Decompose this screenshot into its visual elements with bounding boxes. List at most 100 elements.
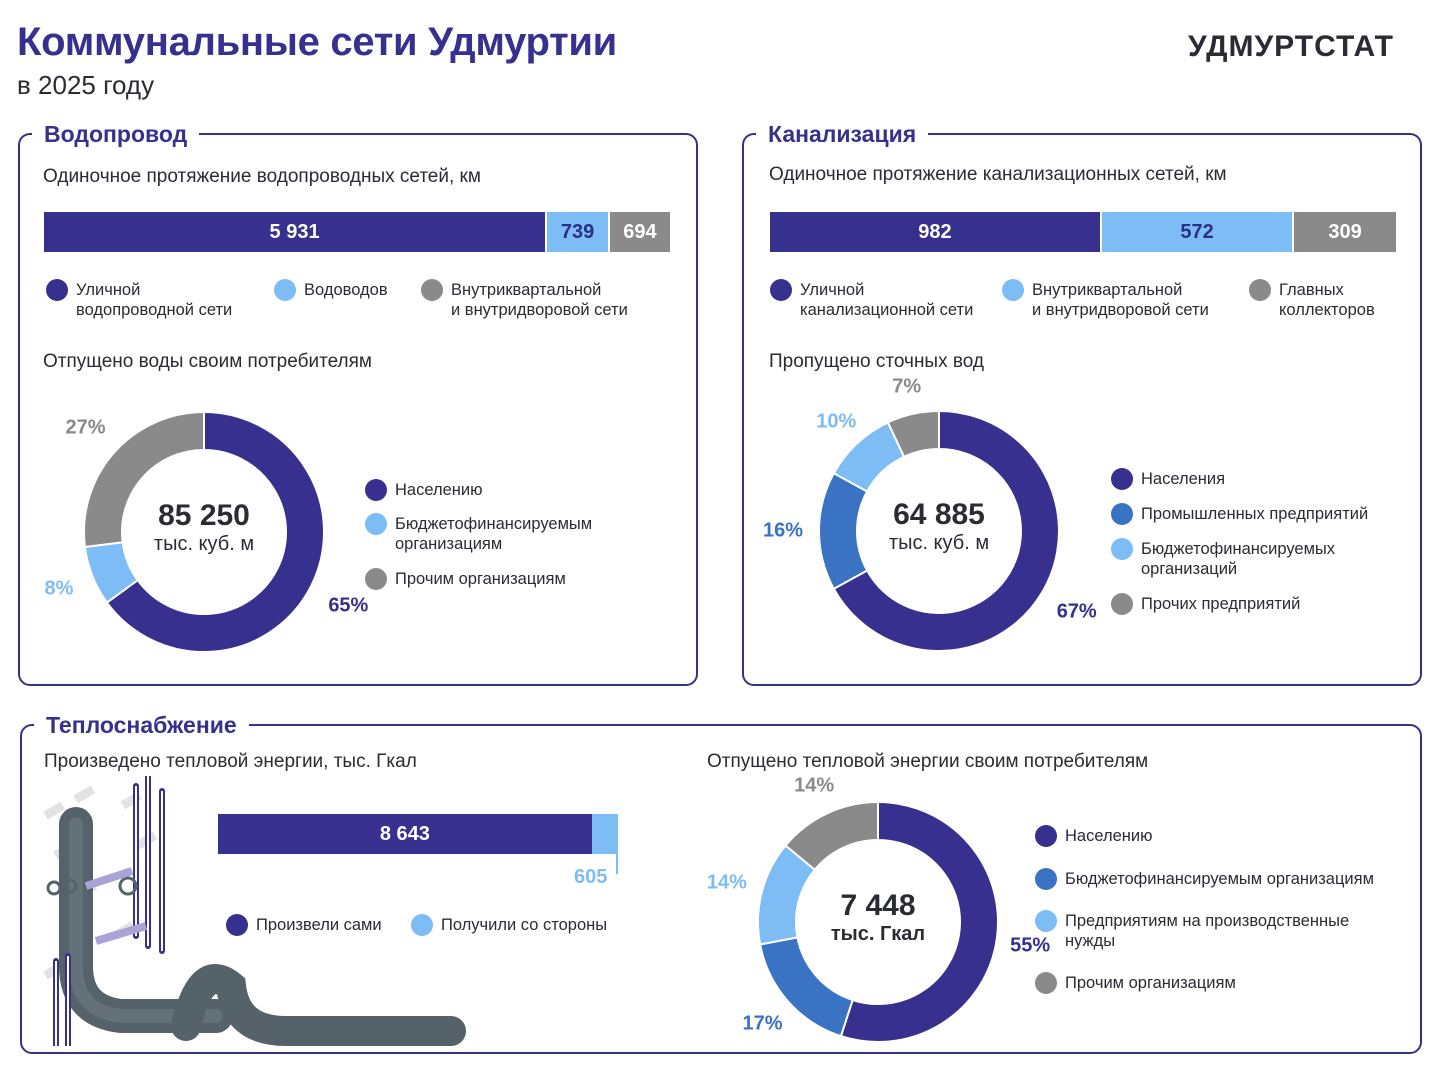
legend-label: Бюджетофинансируемых организаций	[1141, 540, 1336, 578]
legend-item: Прочим организациям	[365, 568, 566, 590]
legend-label: Населению	[1065, 827, 1153, 845]
legend-label: Уличной водопроводной сети	[76, 281, 233, 319]
bar-segment: 982	[770, 212, 1100, 252]
legend-item: Водоводов	[274, 279, 388, 301]
legend-dot-icon	[1111, 503, 1133, 525]
donut-percent-label: 10%	[816, 410, 857, 433]
legend-dot-icon	[770, 279, 792, 301]
legend-item: Промышленных предприятий	[1111, 503, 1369, 525]
legend-label: Бюджетофинансируемым организациям	[395, 515, 593, 553]
sewer-length-bar: 982 572 309	[770, 212, 1396, 252]
legend-label: Предприятиям на производственные нужды	[1065, 912, 1350, 950]
legend-dot-icon	[411, 914, 433, 936]
bar-segment: 572	[1099, 212, 1293, 252]
legend-item: Главных коллекторов	[1249, 279, 1375, 320]
legend-item: Бюджетофинансируемым организациям	[365, 513, 593, 554]
heat-donut-unit: тыс. Гкал	[830, 923, 926, 945]
donut-percent-label: 14%	[706, 871, 747, 894]
pipes-illustration-icon	[43, 776, 466, 1046]
legend-dot-icon	[1111, 593, 1133, 615]
sewer-donut-label: Пропущено сточных вод	[769, 351, 984, 372]
heat-bar-segment	[591, 814, 618, 854]
legend-item: Получили со стороны	[411, 914, 608, 936]
legend-item: Уличной водопроводной сети	[46, 279, 233, 320]
legend-label: Населению	[395, 481, 483, 499]
legend-label: Бюджетофинансируемым организациям	[1065, 870, 1374, 888]
donut-percent-label: 65%	[328, 594, 369, 617]
legend-label: Получили со стороны	[441, 916, 608, 934]
heat-produced-label: Произведено тепловой энергии, тыс. Гкал	[44, 751, 417, 772]
heat-bar-value: 605	[574, 866, 608, 888]
legend-label: Промышленных предприятий	[1141, 505, 1369, 523]
heat-panel-title: Теплоснабжение	[34, 710, 249, 740]
legend-dot-icon	[274, 279, 296, 301]
legend-dot-icon	[226, 914, 248, 936]
heat-donut-label: Отпущено тепловой энергии своим потребит…	[707, 751, 1149, 772]
legend-item: Бюджетофинансируемых организаций	[1111, 538, 1336, 579]
heat-bar-segment	[218, 814, 592, 854]
legend-dot-icon	[1035, 910, 1057, 932]
heat-donut-chart	[757, 800, 999, 1043]
legend-item: Внутриквартальной и внутридворовой сети	[1002, 279, 1209, 320]
legend-dot-icon	[1035, 972, 1057, 994]
water-length-bar: 5 931 739 694	[44, 212, 670, 252]
heat-donut-center: 7 448 тыс. Гкал	[756, 889, 1000, 946]
legend-label: Населения	[1141, 470, 1226, 488]
legend-label: Прочим организациям	[395, 570, 566, 588]
legend-dot-icon	[1111, 468, 1133, 490]
legend-item: Внутриквартальной и внутридворовой сети	[421, 279, 628, 320]
legend-label: Водоводов	[304, 281, 388, 299]
page-subtitle: в 2025 году	[17, 70, 155, 100]
donut-percent-label: 67%	[1056, 600, 1097, 623]
sewer-donut-total: 64 885	[893, 498, 985, 531]
donut-percent-label: 27%	[65, 416, 106, 438]
sewer-panel: Канализация Одиночное протяжение канализ…	[742, 119, 1422, 686]
bar-segment: 694	[607, 212, 670, 252]
legend-dot-icon	[1035, 868, 1057, 890]
water-donut-center: 85 250 тыс. куб. м	[82, 499, 326, 556]
sewer-donut-center: 64 885 тыс. куб. м	[817, 498, 1061, 555]
water-donut-total: 85 250	[158, 499, 250, 532]
legend-item: Населения	[1111, 468, 1226, 490]
legend-label: Главных коллекторов	[1279, 281, 1375, 319]
legend-item: Прочих предприятий	[1111, 593, 1300, 615]
legend-item: Населению	[365, 479, 483, 501]
donut-slice	[105, 410, 325, 653]
legend-item: Бюджетофинансируемым организациям	[1035, 868, 1374, 890]
udmurtstat-logo: УДМУРТСТАТ	[1188, 30, 1394, 63]
legend-dot-icon	[1035, 825, 1057, 847]
heat-panel: Теплоснабжение Произведено тепловой энер…	[20, 710, 1422, 1054]
legend-dot-icon	[1111, 538, 1133, 560]
bar-segment: 309	[1292, 212, 1396, 252]
legend-dot-icon	[365, 568, 387, 590]
donut-slice	[784, 800, 879, 872]
legend-dot-icon	[1002, 279, 1024, 301]
water-donut-unit: тыс. куб. м	[153, 533, 255, 555]
heat-donut-total: 7 448	[840, 889, 916, 922]
water-panel: Водопровод Одиночное протяжение водопров…	[18, 119, 698, 686]
water-length-label: Одиночное протяжение водопроводных сетей…	[43, 166, 481, 187]
legend-item: Уличной канализационной сети	[770, 279, 974, 320]
sewer-panel-title: Канализация	[756, 119, 929, 149]
donut-slice	[839, 800, 999, 1043]
donut-percent-label: 8%	[44, 577, 74, 600]
legend-label: Произвели сами	[256, 916, 382, 934]
donut-percent-label: 16%	[762, 519, 804, 542]
legend-label: Уличной канализационной сети	[800, 281, 974, 319]
donut-percent-label: 55%	[1010, 934, 1051, 957]
legend-dot-icon	[421, 279, 443, 301]
donut-slice	[832, 409, 1060, 652]
donut-slice	[886, 409, 940, 459]
legend-label: Внутриквартальной и внутридворовой сети	[1032, 281, 1209, 319]
sewer-length-label: Одиночное протяжение канализационных сет…	[769, 164, 1227, 185]
legend-dot-icon	[365, 479, 387, 501]
sewer-donut-unit: тыс. куб. м	[888, 532, 990, 554]
legend-item: Прочим организациям	[1035, 972, 1236, 994]
bar-segment: 739	[545, 212, 608, 252]
donut-percent-label: 7%	[892, 375, 922, 398]
bar-segment: 5 931	[44, 212, 546, 252]
water-donut-chart	[83, 410, 325, 653]
donut-percent-label: 14%	[794, 774, 835, 797]
page-title: Коммунальные сети Удмуртии	[17, 20, 617, 64]
donut-slice	[83, 410, 205, 549]
